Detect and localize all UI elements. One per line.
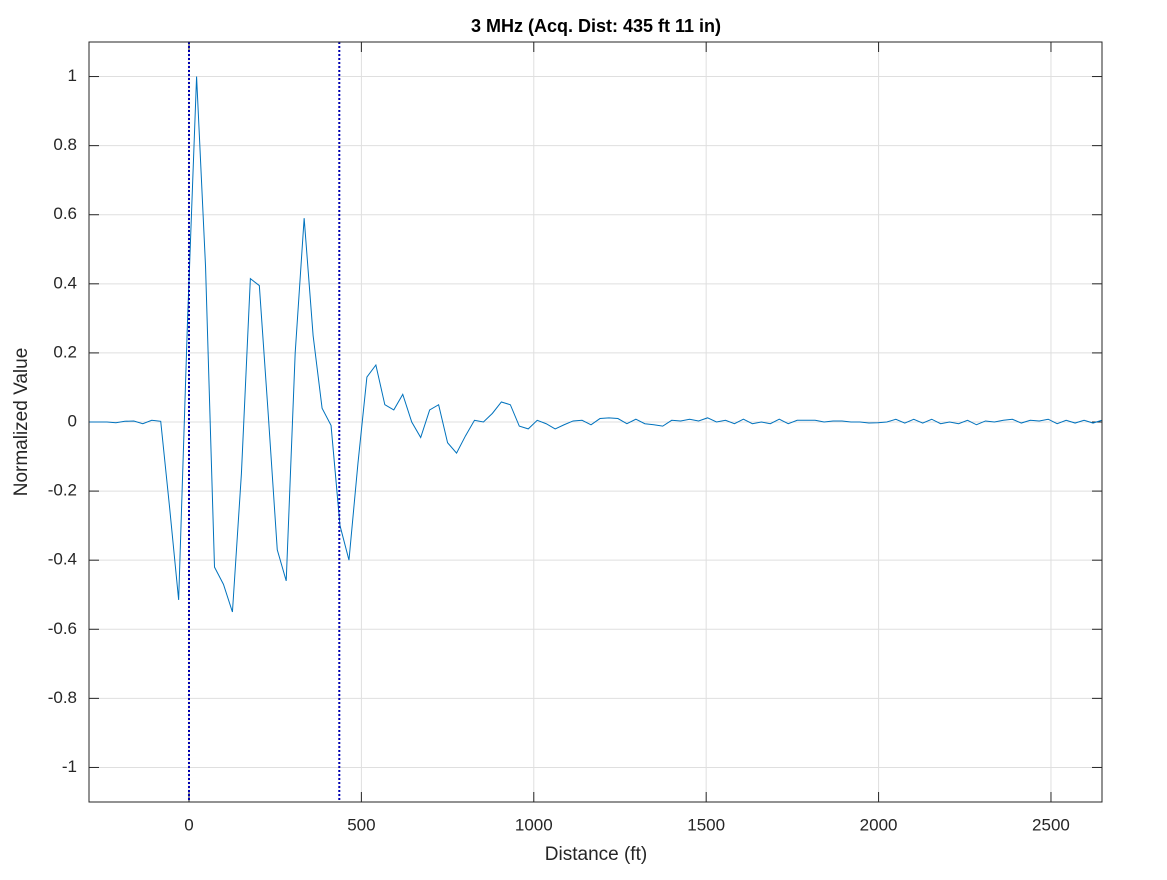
plot-frame xyxy=(88,41,1103,803)
y-tick-label: 0.6 xyxy=(53,204,77,223)
y-tick-label: -0.2 xyxy=(48,481,77,500)
y-tick-label: 1 xyxy=(68,66,77,85)
y-tick-label: -1 xyxy=(62,757,77,776)
y-tick-label: 0.8 xyxy=(53,135,77,154)
y-tick-label: 0 xyxy=(68,411,77,430)
data-line xyxy=(89,76,1103,613)
x-axis-label: Distance (ft) xyxy=(545,844,647,865)
chart-title: 3 MHz (Acq. Dist: 435 ft 11 in) xyxy=(471,16,721,36)
y-axis-label: Normalized Value xyxy=(11,348,32,497)
x-tick-label: 2500 xyxy=(1032,815,1070,834)
x-tick-label: 1000 xyxy=(515,815,553,834)
y-tick-label: -0.8 xyxy=(48,688,77,707)
x-tick-label: 0 xyxy=(184,815,193,834)
x-tick-label: 2000 xyxy=(860,815,898,834)
x-tick-label: 1500 xyxy=(687,815,725,834)
y-tick-label: -0.4 xyxy=(48,550,77,569)
y-tick-label: 0.2 xyxy=(53,342,77,361)
y-tick-label: -0.6 xyxy=(48,619,77,638)
y-tick-label: 0.4 xyxy=(53,273,77,292)
x-tick-label: 500 xyxy=(347,815,375,834)
